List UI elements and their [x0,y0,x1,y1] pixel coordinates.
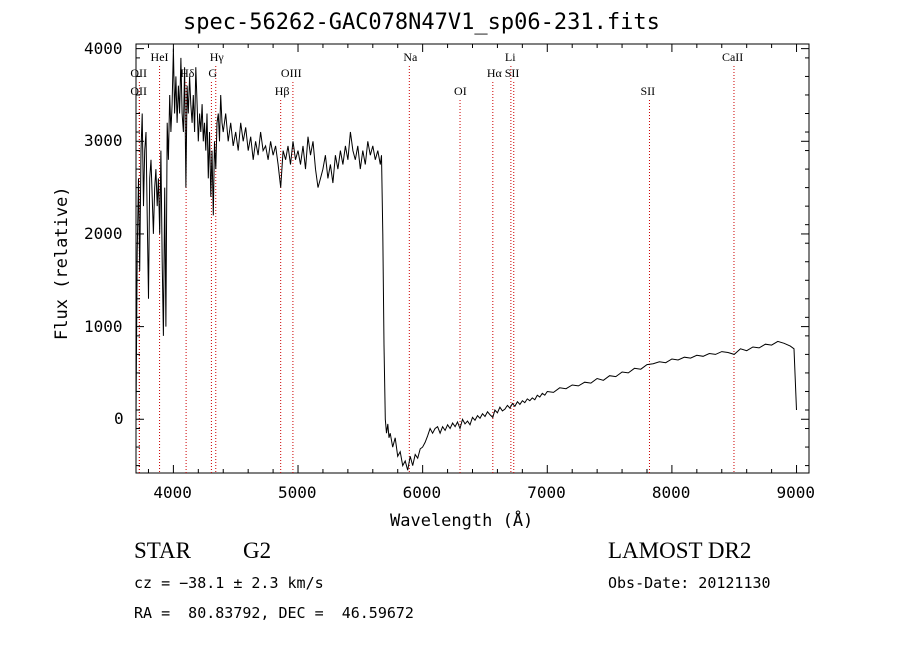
y-tick-label: 2000 [84,223,123,243]
x-axis-title: Wavelength (Å) [390,511,534,531]
spectral-line-label: SII [640,84,656,98]
x-tick-label: 7000 [527,483,566,502]
spectral-line-label: Hγ [209,50,224,64]
chart-title: spec-56262-GAC078N47V1_sp06-231.fits [183,10,660,35]
coordinates: RA = 80.83792, DEC = 46.59672 [134,604,414,622]
spectral-line-label: G [208,66,218,80]
spectral-line-label: SII [504,66,520,80]
x-tick-label: 5000 [278,483,317,502]
spectral-line-label: OI [454,84,467,98]
x-tick-label: 4000 [153,483,192,502]
redshift-info: cz = −38.1 ± 2.3 km/s [134,574,324,592]
x-tick-label: 8000 [651,483,691,502]
spectral-line-label: Li [504,50,516,64]
x-tick-label: 9000 [776,483,816,502]
survey-name: LAMOST DR2 [608,538,752,563]
y-tick-label: 3000 [84,131,123,151]
y-tick-label: 1000 [84,316,123,336]
spectral-line-label: HeI [150,50,169,64]
spectral-line-markers [138,66,735,473]
plot-frame [135,43,810,474]
y-axis-title: Flux (relative) [52,186,72,340]
y-tick-label: 0 [114,409,124,429]
object-subclass: G2 [243,538,272,563]
spectral-line-label: OII [130,66,148,80]
axis-ticks [136,44,809,473]
spectral-line-label: OIII [280,66,302,80]
object-class: STAR [134,538,191,563]
y-tick-label: 4000 [84,38,123,58]
spectral-line-label: Na [403,50,418,64]
spectral-line-label: Hα [486,66,502,80]
x-tick-label: 6000 [402,483,442,502]
spectrum-line [135,48,797,471]
obs-date: Obs-Date: 20121130 [608,574,771,592]
spectral-line-label: Hβ [274,84,290,98]
spectral-line-label: CaII [721,50,744,64]
spectral-line-label: OII [130,84,148,98]
spectral-line-label: Hδ [180,66,195,80]
